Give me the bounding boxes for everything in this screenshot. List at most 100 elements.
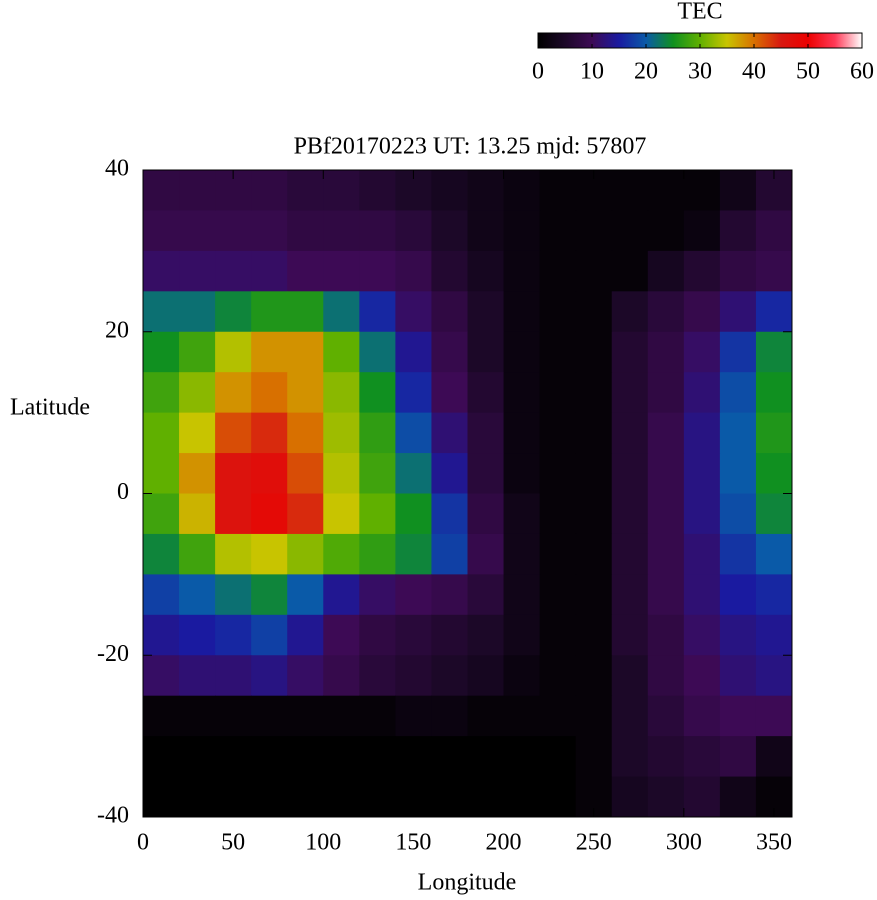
heatmap-cell bbox=[395, 291, 432, 333]
heatmap-cell bbox=[179, 250, 216, 292]
heatmap-cell bbox=[359, 776, 396, 818]
heatmap-cell bbox=[323, 655, 360, 697]
y-tick-label: 20 bbox=[105, 317, 129, 343]
heatmap-cell bbox=[143, 736, 180, 778]
heatmap-cell bbox=[215, 331, 252, 373]
colorbar-tick-label: 50 bbox=[796, 59, 820, 85]
heatmap-cell bbox=[503, 493, 541, 535]
heatmap-cell bbox=[611, 614, 649, 656]
heatmap-cell bbox=[755, 655, 793, 697]
heatmap-cell bbox=[719, 291, 757, 333]
heatmap-cell bbox=[683, 493, 721, 535]
heatmap-cell bbox=[431, 210, 468, 252]
heatmap-cell bbox=[503, 614, 541, 656]
heatmap-cell bbox=[179, 614, 216, 656]
heatmap-cell bbox=[503, 655, 541, 697]
heatmap-cell bbox=[359, 170, 396, 211]
heatmap-cell bbox=[215, 695, 252, 737]
heatmap-cell bbox=[719, 250, 757, 292]
heatmap-cell bbox=[755, 533, 793, 575]
heatmap-cell bbox=[503, 736, 541, 778]
heatmap-cell bbox=[323, 291, 360, 333]
x-tick-label: 150 bbox=[395, 830, 431, 856]
heatmap-cell bbox=[467, 412, 505, 454]
heatmap-cell bbox=[251, 170, 288, 211]
heatmap-cell bbox=[215, 210, 252, 252]
heatmap-cell bbox=[359, 453, 396, 494]
heatmap-cell bbox=[503, 331, 541, 373]
heatmap-cell bbox=[215, 736, 252, 778]
heatmap-cell bbox=[323, 250, 360, 292]
heatmap-cell bbox=[503, 533, 541, 575]
heatmap-cell bbox=[719, 655, 757, 697]
heatmap-cell bbox=[467, 291, 505, 333]
heatmap-cell bbox=[539, 695, 577, 737]
chart-title: PBf20170223 UT: 13.25 mjd: 57807 bbox=[294, 134, 647, 160]
y-tick-label: -20 bbox=[97, 641, 129, 667]
heatmap-cell bbox=[287, 736, 324, 778]
heatmap-cell bbox=[431, 614, 468, 656]
heatmap-cell bbox=[575, 210, 613, 252]
heatmap-cell bbox=[647, 250, 685, 292]
heatmap-cell bbox=[611, 291, 649, 333]
heatmap-cell bbox=[755, 493, 793, 535]
heatmap-cell bbox=[611, 453, 649, 494]
heatmap-cell bbox=[215, 533, 252, 575]
heatmap-cell bbox=[179, 736, 216, 778]
heatmap-cell bbox=[179, 776, 216, 818]
heatmap-cell bbox=[323, 372, 360, 414]
heatmap-cell bbox=[647, 776, 685, 818]
heatmap-cell bbox=[215, 574, 252, 616]
heatmap-cell bbox=[431, 574, 468, 616]
heatmap-cell bbox=[395, 493, 432, 535]
heatmap-cell bbox=[755, 736, 793, 778]
colorbar-tick-label: 40 bbox=[742, 59, 766, 85]
heatmap-cell bbox=[431, 695, 468, 737]
heatmap-cell bbox=[323, 614, 360, 656]
heatmap-cell bbox=[539, 210, 577, 252]
heatmap-cell bbox=[719, 331, 757, 373]
x-tick-label: 0 bbox=[137, 830, 149, 856]
heatmap-cell bbox=[575, 250, 613, 292]
heatmap-cell bbox=[395, 614, 432, 656]
heatmap-cell bbox=[323, 210, 360, 252]
heatmap-cell bbox=[179, 453, 216, 494]
heatmap-cell bbox=[467, 574, 505, 616]
heatmap-cell bbox=[323, 453, 360, 494]
heatmap-cell bbox=[719, 736, 757, 778]
heatmap-cell bbox=[359, 372, 396, 414]
heatmap-cell bbox=[179, 170, 216, 211]
heatmap-cell bbox=[251, 574, 288, 616]
heatmap-cell bbox=[539, 372, 577, 414]
heatmap-cell bbox=[611, 493, 649, 535]
heatmap-cell bbox=[467, 170, 505, 211]
heatmap-cell bbox=[719, 574, 757, 616]
heatmap-cell bbox=[683, 250, 721, 292]
heatmap-cell bbox=[395, 695, 432, 737]
heatmap-cell bbox=[683, 331, 721, 373]
heatmap-cell bbox=[395, 412, 432, 454]
heatmap-cell bbox=[647, 453, 685, 494]
y-tick-label: -40 bbox=[97, 803, 129, 829]
heatmap-cell bbox=[359, 574, 396, 616]
heatmap-cell bbox=[251, 250, 288, 292]
heatmap-cell bbox=[251, 533, 288, 575]
heatmap-cell bbox=[431, 493, 468, 535]
heatmap-cell bbox=[287, 250, 324, 292]
heatmap-cell bbox=[719, 493, 757, 535]
heatmap-cell bbox=[539, 291, 577, 333]
heatmap-cell bbox=[719, 614, 757, 656]
heatmap-cell bbox=[359, 533, 396, 575]
colorbar-tick-label: 0 bbox=[532, 59, 544, 85]
heatmap-cell bbox=[575, 533, 613, 575]
heatmap-cell bbox=[251, 291, 288, 333]
heatmap-cell bbox=[323, 695, 360, 737]
heatmap-cell bbox=[431, 655, 468, 697]
heatmap-cell bbox=[755, 250, 793, 292]
heatmap-cell bbox=[539, 453, 577, 494]
heatmap-cell bbox=[431, 776, 468, 818]
colorbar-tick-label: 30 bbox=[688, 59, 712, 85]
heatmap-cell bbox=[143, 655, 180, 697]
heatmap-cell bbox=[287, 331, 324, 373]
